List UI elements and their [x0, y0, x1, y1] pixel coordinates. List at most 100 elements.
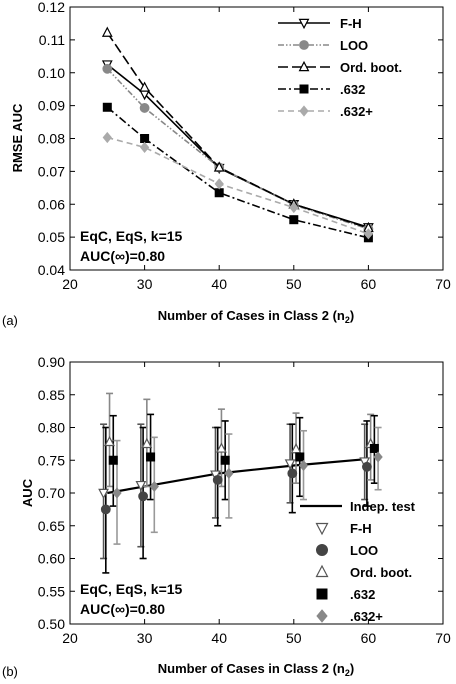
data-point-632 [224, 467, 234, 479]
data-point-632 [108, 455, 118, 465]
panel-label-a: (a) [2, 313, 18, 328]
series-632 [102, 131, 374, 240]
legend-b: Indep. test F-H LOO Ord. boot. .632 .632+ [300, 499, 416, 624]
data-point-loo [212, 475, 223, 485]
a-y-tick-label: 0.06 [38, 196, 65, 212]
annotation-a-2: AUC(∞)=0.80 [80, 248, 165, 264]
legend-item-632: .632 [316, 587, 375, 602]
data-point-ord-boot [213, 161, 225, 172]
legend-label: Indep. test [350, 499, 416, 514]
legend-marker [316, 609, 328, 623]
a-y-tick-label: 0.10 [38, 65, 65, 81]
b-y-tick-label: 0.55 [38, 583, 65, 599]
legend-marker [298, 18, 310, 30]
legend-marker [315, 564, 329, 578]
b-y-tick-label: 0.80 [38, 420, 65, 436]
b-x-tick-label: 60 [361, 630, 377, 646]
legend-item-632: .632+ [278, 104, 373, 119]
a-x-tick-label: 20 [62, 276, 78, 292]
annotation-b-1: EqC, EqS, k=15 [80, 581, 183, 597]
legend-item-632: .632 [278, 82, 365, 97]
legend-label: Ord. boot. [340, 60, 402, 75]
legend-item-indep-test: Indep. test [300, 499, 416, 514]
legend-marker [316, 588, 328, 600]
a-x-tick-label: 40 [211, 276, 227, 292]
data-point-632 [102, 102, 112, 112]
data-point-f-h [135, 480, 147, 492]
legend-item-loo: LOO [316, 543, 378, 558]
legend-label: .632 [340, 82, 365, 97]
legend-marker [315, 522, 329, 536]
markers-loo [100, 461, 372, 515]
a-y-tick-label: 0.11 [39, 32, 65, 48]
legend-item-ord-boot: Ord. boot. [315, 564, 412, 580]
legend-label: Ord. boot. [350, 565, 412, 580]
b-y-tick-label: 0.50 [38, 616, 65, 632]
b-x-tick-label: 40 [211, 630, 227, 646]
data-point-632 [140, 134, 150, 143]
legend-marker [298, 60, 310, 72]
annotation-b-2: AUC(∞)=0.80 [80, 601, 165, 617]
legend-item-f-h: F-H [278, 16, 362, 31]
a-x-tick-label: 60 [361, 276, 377, 292]
data-point-632 [149, 480, 159, 493]
legend-label: F-H [340, 16, 362, 31]
data-point-f-h [284, 459, 296, 470]
data-point-loo [138, 491, 149, 502]
legend-item-loo: LOO [278, 38, 368, 53]
b-x-tick-label: 70 [435, 630, 451, 646]
y-axis-label-a: RMSE AUC [10, 103, 25, 172]
b-y-tick-label: 0.75 [38, 452, 65, 468]
legend-marker [299, 40, 309, 50]
a-y-tick-label: 0.07 [38, 163, 65, 179]
data-point-632 [146, 452, 156, 462]
data-point-ord-boot [216, 442, 227, 453]
b-y-tick-label: 0.60 [38, 551, 65, 567]
data-point-f-h [98, 488, 109, 500]
data-point-632 [139, 141, 150, 153]
a-y-tick-label: 0.08 [38, 131, 65, 147]
y-axis-label-b: AUC [20, 478, 35, 507]
legend-marker [299, 84, 309, 94]
a-x-tick-label: 50 [286, 276, 302, 292]
a-y-tick-label: 0.12 [38, 0, 65, 15]
a-x-tick-label: 70 [435, 276, 451, 292]
b-x-tick-label: 50 [286, 630, 302, 646]
b-x-tick-label: 20 [62, 630, 78, 646]
annotation-a-1: EqC, EqS, k=15 [80, 228, 183, 244]
data-point-loo [102, 63, 113, 74]
data-point-632 [220, 455, 230, 465]
legend-a: F-H LOO Ord. boot. .632 .632+ [278, 16, 402, 119]
legend-label: .632+ [340, 104, 373, 119]
data-point-632 [102, 131, 112, 144]
a-y-tick-label: 0.04 [38, 262, 65, 278]
data-point-632 [295, 452, 305, 462]
markers-632 [112, 451, 383, 499]
data-point-632 [298, 459, 309, 472]
legend-label: F-H [350, 521, 372, 536]
plot-frame-b [69, 361, 444, 625]
markers-632 [108, 443, 379, 465]
data-point-loo [287, 468, 298, 479]
data-point-loo [100, 504, 111, 515]
data-point-632 [214, 188, 224, 198]
legend-item-ord-boot: Ord. boot. [278, 60, 402, 75]
data-point-632 [363, 228, 374, 240]
b-y-tick-label: 0.90 [38, 354, 65, 370]
chart-b: 0.50 0.55 0.60 0.65 0.70 0.75 0.80 0.85 0.90 20 30… [2, 354, 451, 679]
data-point-ord-boot [139, 81, 150, 92]
b-y-tick-label: 0.65 [38, 518, 65, 534]
legend-item-632: .632+ [316, 609, 383, 624]
data-point-loo [139, 103, 150, 113]
a-y-tick-label: 0.05 [38, 229, 65, 245]
data-point-632 [369, 443, 379, 453]
a-x-tick-label: 30 [137, 276, 153, 292]
data-point-632 [214, 178, 224, 190]
x-axis-label-a: Number of Cases in Class 2 (n2) [158, 308, 354, 325]
data-point-ord-boot [141, 437, 153, 449]
legend-label: LOO [350, 543, 378, 558]
data-point-loo [362, 461, 372, 472]
markers-f-h [98, 457, 371, 500]
b-x-tick-label: 30 [137, 630, 153, 646]
b-y-tick-label: 0.70 [38, 485, 65, 501]
